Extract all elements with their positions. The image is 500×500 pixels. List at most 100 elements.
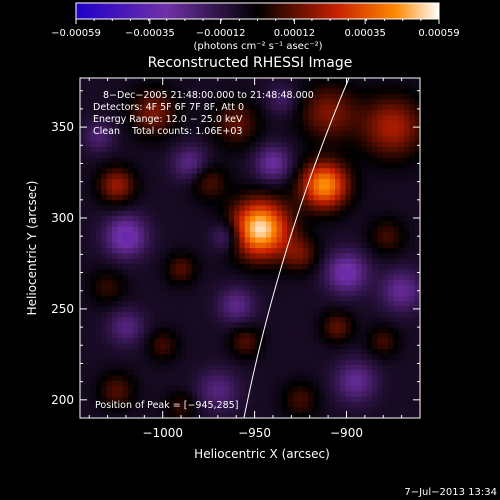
heatmap-cell — [260, 317, 267, 323]
heatmap-cell — [239, 396, 246, 403]
heatmap-cell — [276, 210, 283, 217]
heatmap-cell — [303, 396, 309, 403]
heatmap-cell — [170, 184, 177, 190]
heatmap-cell — [101, 200, 107, 206]
heatmap-cell — [340, 317, 347, 323]
heatmap-cell — [409, 189, 416, 196]
heatmap-cell — [234, 93, 240, 100]
heatmap-cell — [393, 364, 400, 371]
heatmap-cell — [244, 125, 251, 132]
heatmap-cell — [207, 88, 214, 95]
heatmap-cell — [170, 343, 177, 350]
heatmap-cell — [255, 295, 262, 302]
heatmap-cell — [260, 274, 267, 281]
heatmap-cell — [372, 163, 378, 169]
heatmap-cell — [80, 343, 86, 350]
heatmap-cell — [303, 232, 309, 238]
heatmap-cell — [356, 290, 362, 297]
heatmap-cell — [345, 279, 352, 286]
heatmap-cell — [324, 306, 331, 313]
heatmap-cell — [111, 173, 118, 180]
heatmap-cell — [218, 242, 224, 249]
heatmap-cell — [85, 109, 92, 116]
heatmap-cell — [138, 93, 145, 100]
heatmap-cell — [303, 78, 309, 84]
heatmap-cell — [170, 205, 177, 212]
heatmap-cell — [95, 248, 102, 254]
heatmap-cell — [122, 274, 129, 281]
heatmap-cell — [340, 216, 347, 222]
heatmap-cell — [234, 375, 240, 382]
heatmap-cell — [122, 317, 129, 323]
heatmap-cell — [223, 152, 230, 159]
heatmap-cell — [340, 348, 347, 355]
heatmap-cell — [117, 242, 123, 249]
heatmap-cell — [271, 396, 277, 403]
heatmap-cell — [218, 306, 224, 313]
heatmap-cell — [414, 88, 420, 95]
heatmap-cell — [228, 364, 235, 371]
heatmap-cell — [80, 279, 86, 286]
heatmap-cell — [117, 125, 123, 132]
heatmap-cell — [345, 348, 352, 355]
heatmap-cell — [218, 237, 224, 244]
heatmap-cell — [117, 109, 123, 116]
heatmap-cell — [409, 104, 416, 111]
heatmap-cell — [154, 115, 161, 121]
heatmap-cell — [398, 338, 405, 345]
heatmap-cell — [149, 120, 155, 127]
heatmap-cell — [324, 88, 331, 95]
heatmap-cell — [138, 253, 145, 260]
heatmap-cell — [287, 348, 293, 355]
heatmap-cell — [117, 285, 123, 291]
heatmap-cell — [239, 380, 246, 387]
heatmap-cell — [106, 354, 113, 360]
heatmap-cell — [324, 290, 331, 297]
heatmap-cell — [234, 88, 240, 95]
heatmap-cell — [207, 78, 214, 84]
heatmap-cell — [382, 99, 389, 105]
heatmap-cell — [255, 173, 262, 180]
heatmap-cell — [287, 333, 293, 339]
heatmap-cell — [191, 290, 198, 297]
heatmap-cell — [165, 279, 171, 286]
heatmap-cell — [292, 99, 299, 105]
heatmap-cell — [303, 354, 309, 360]
heatmap-cell — [159, 375, 166, 382]
heatmap-cell — [335, 412, 341, 418]
heatmap-cell — [255, 205, 262, 212]
heatmap-cell — [372, 348, 378, 355]
heatmap-cell — [207, 147, 214, 153]
heatmap-cell — [313, 253, 320, 260]
heatmap-cell — [340, 364, 347, 371]
heatmap-cell — [212, 269, 219, 275]
heatmap-cell — [101, 210, 107, 217]
heatmap-cell — [133, 407, 139, 414]
heatmap-cell — [117, 78, 123, 84]
heatmap-cell — [228, 120, 235, 127]
heatmap-cell — [313, 407, 320, 414]
heatmap-cell — [356, 380, 362, 387]
heatmap-cell — [329, 99, 336, 105]
heatmap-cell — [138, 338, 145, 345]
heatmap-cell — [154, 338, 161, 345]
heatmap-cell — [223, 295, 230, 302]
heatmap-cell — [255, 200, 262, 206]
heatmap-cell — [276, 152, 283, 159]
heatmap-cell — [271, 120, 277, 127]
heatmap-cell — [186, 125, 192, 132]
heatmap-cell — [350, 327, 357, 334]
heatmap-cell — [377, 253, 384, 260]
heatmap-cell — [154, 375, 161, 382]
heatmap-cell — [191, 168, 198, 175]
heatmap-cell — [271, 322, 277, 329]
heatmap-cell — [340, 333, 347, 339]
heatmap-cell — [350, 343, 357, 350]
heatmap-cell — [382, 391, 389, 398]
heatmap-cell — [180, 205, 187, 212]
heatmap-cell — [186, 391, 192, 398]
heatmap-cell — [159, 216, 166, 222]
heatmap-cell — [329, 152, 336, 159]
heatmap-cell — [239, 216, 246, 222]
